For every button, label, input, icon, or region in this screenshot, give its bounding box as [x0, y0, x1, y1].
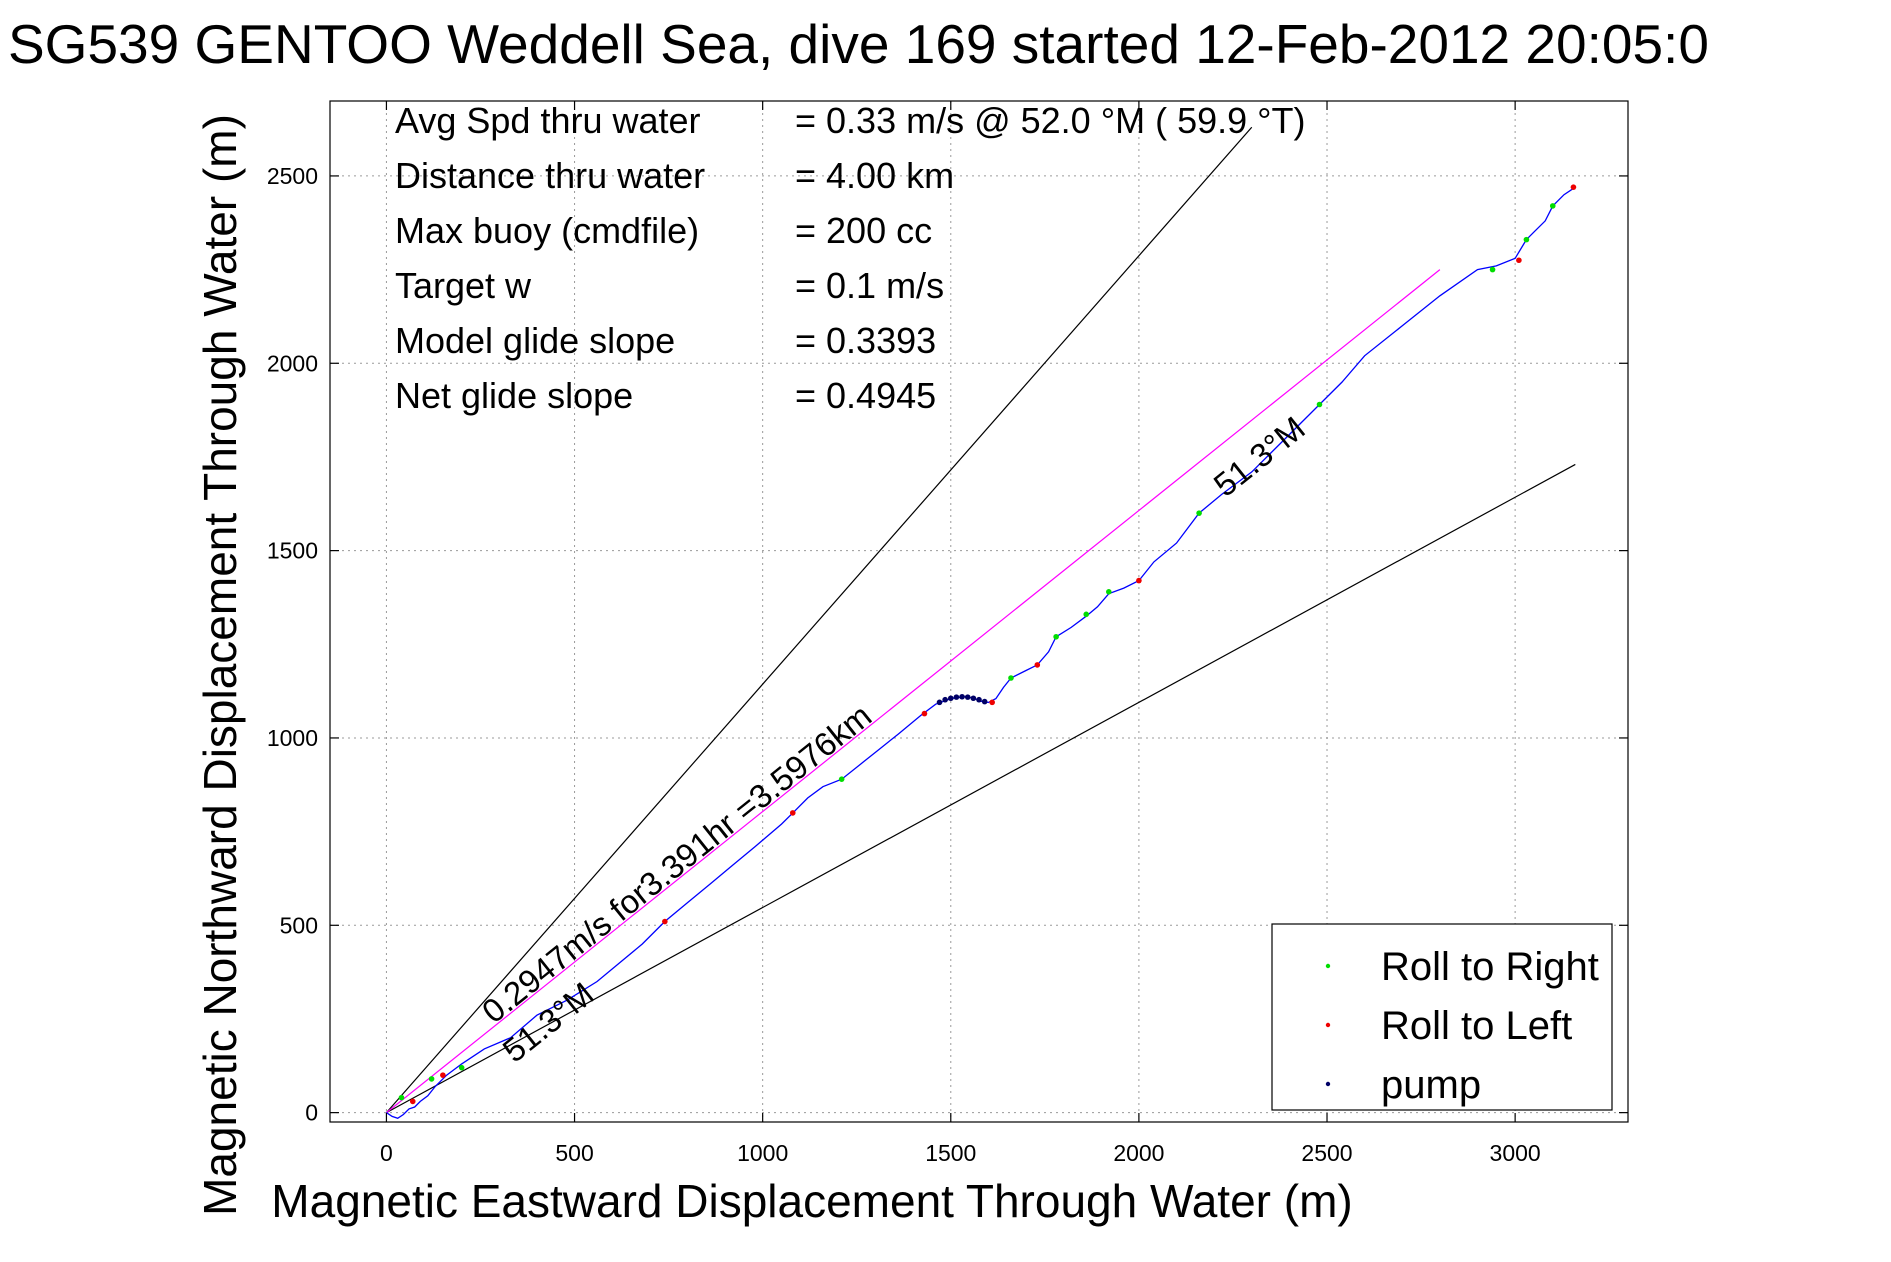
legend[interactable]: Roll to Right Roll to Left pump [1271, 923, 1613, 1111]
data-markers [398, 184, 1577, 1105]
legend-swatch [1325, 1022, 1331, 1028]
legend-swatch [1325, 963, 1331, 969]
x-axis-label: Magnetic Eastward Displacement Through W… [271, 1175, 1352, 1227]
marker-point [1549, 203, 1556, 209]
stat-value: = 200 cc [795, 210, 932, 251]
marker-point [1196, 510, 1202, 516]
x-tick-label: 500 [555, 1140, 593, 1166]
stat-label: Model glide slope [395, 320, 675, 361]
reference-line [385, 126, 1253, 1114]
axis-ticks: 0 500 1000 1500 2000 2500 3000 0 500 1000 1500 2000… [267, 101, 1628, 1166]
legend-label: Roll to Right [1381, 945, 1599, 989]
y-axis-label: Magnetic Northward Displacement Through … [194, 114, 246, 1216]
stat-value: = 4.00 km [795, 155, 954, 196]
marker-point [947, 695, 954, 702]
y-tick-label: 2500 [267, 163, 318, 189]
stat-label: Distance thru water [395, 155, 705, 196]
marker-point [1053, 633, 1059, 640]
stat-label: Target w [395, 265, 532, 306]
marker-point [1136, 577, 1142, 584]
marker-point [838, 776, 845, 782]
marker-point [1106, 589, 1112, 595]
marker-point [789, 810, 796, 816]
marker-point [1083, 611, 1090, 618]
marker-point [1489, 266, 1496, 273]
marker-point [662, 918, 668, 925]
marker-point [1316, 401, 1323, 408]
x-tick-label: 2500 [1301, 1140, 1352, 1166]
y-tick-label: 500 [280, 912, 318, 938]
marker-point [428, 1076, 435, 1082]
chart-title: SG539 GENTOO Weddell Sea, dive 169 start… [8, 13, 1709, 75]
marker-point [458, 1064, 465, 1071]
reference-line [386, 463, 1576, 1114]
y-tick-label: 0 [305, 1100, 318, 1126]
stat-label: Max buoy (cmdfile) [395, 210, 699, 251]
marker-point [409, 1098, 416, 1105]
reference-line [386, 269, 1441, 1114]
marker-point [398, 1094, 405, 1101]
x-tick-label: 1500 [925, 1140, 976, 1166]
stat-value: = 0.3393 [795, 320, 936, 361]
y-tick-label: 1000 [267, 725, 318, 751]
y-tick-label: 2000 [267, 350, 318, 376]
legend-label: Roll to Left [1381, 1004, 1572, 1048]
plot-frame [329, 100, 1629, 1123]
marker-point [942, 696, 948, 703]
marker-point [440, 1072, 446, 1078]
grid [330, 101, 1628, 1122]
marker-point [1008, 675, 1014, 681]
reference-lines [385, 126, 1576, 1114]
stat-label: Net glide slope [395, 375, 633, 416]
marker-point [981, 698, 988, 705]
x-tick-label: 3000 [1490, 1140, 1541, 1166]
stat-value: = 0.4945 [795, 375, 936, 416]
marker-point [936, 699, 943, 706]
marker-point [959, 693, 965, 700]
marker-point [1570, 184, 1577, 190]
marker-point [1523, 236, 1530, 243]
marker-point [921, 710, 928, 717]
marker-point [964, 694, 971, 700]
x-tick-label: 0 [380, 1140, 393, 1166]
stat-value: = 0.33 m/s @ 52.0 °M ( 59.9 °T) [795, 100, 1306, 141]
y-tick-label: 1500 [267, 538, 318, 564]
stat-label: Avg Spd thru water [395, 100, 701, 141]
marker-point [1516, 257, 1522, 264]
legend-box [1271, 923, 1613, 1111]
legend-label: pump [1381, 1063, 1481, 1107]
x-tick-label: 1000 [737, 1140, 788, 1166]
stats-panel: Avg Spd thru water = 0.33 m/s @ 52.0 °M (… [395, 100, 1306, 416]
marker-point [1034, 662, 1041, 668]
legend-swatch [1325, 1081, 1331, 1087]
marker-point [976, 696, 982, 703]
marker-point [970, 695, 977, 702]
stat-value: = 0.1 m/s [795, 265, 944, 306]
marker-point [989, 699, 995, 706]
marker-point [953, 694, 960, 700]
x-tick-label: 2000 [1113, 1140, 1164, 1166]
